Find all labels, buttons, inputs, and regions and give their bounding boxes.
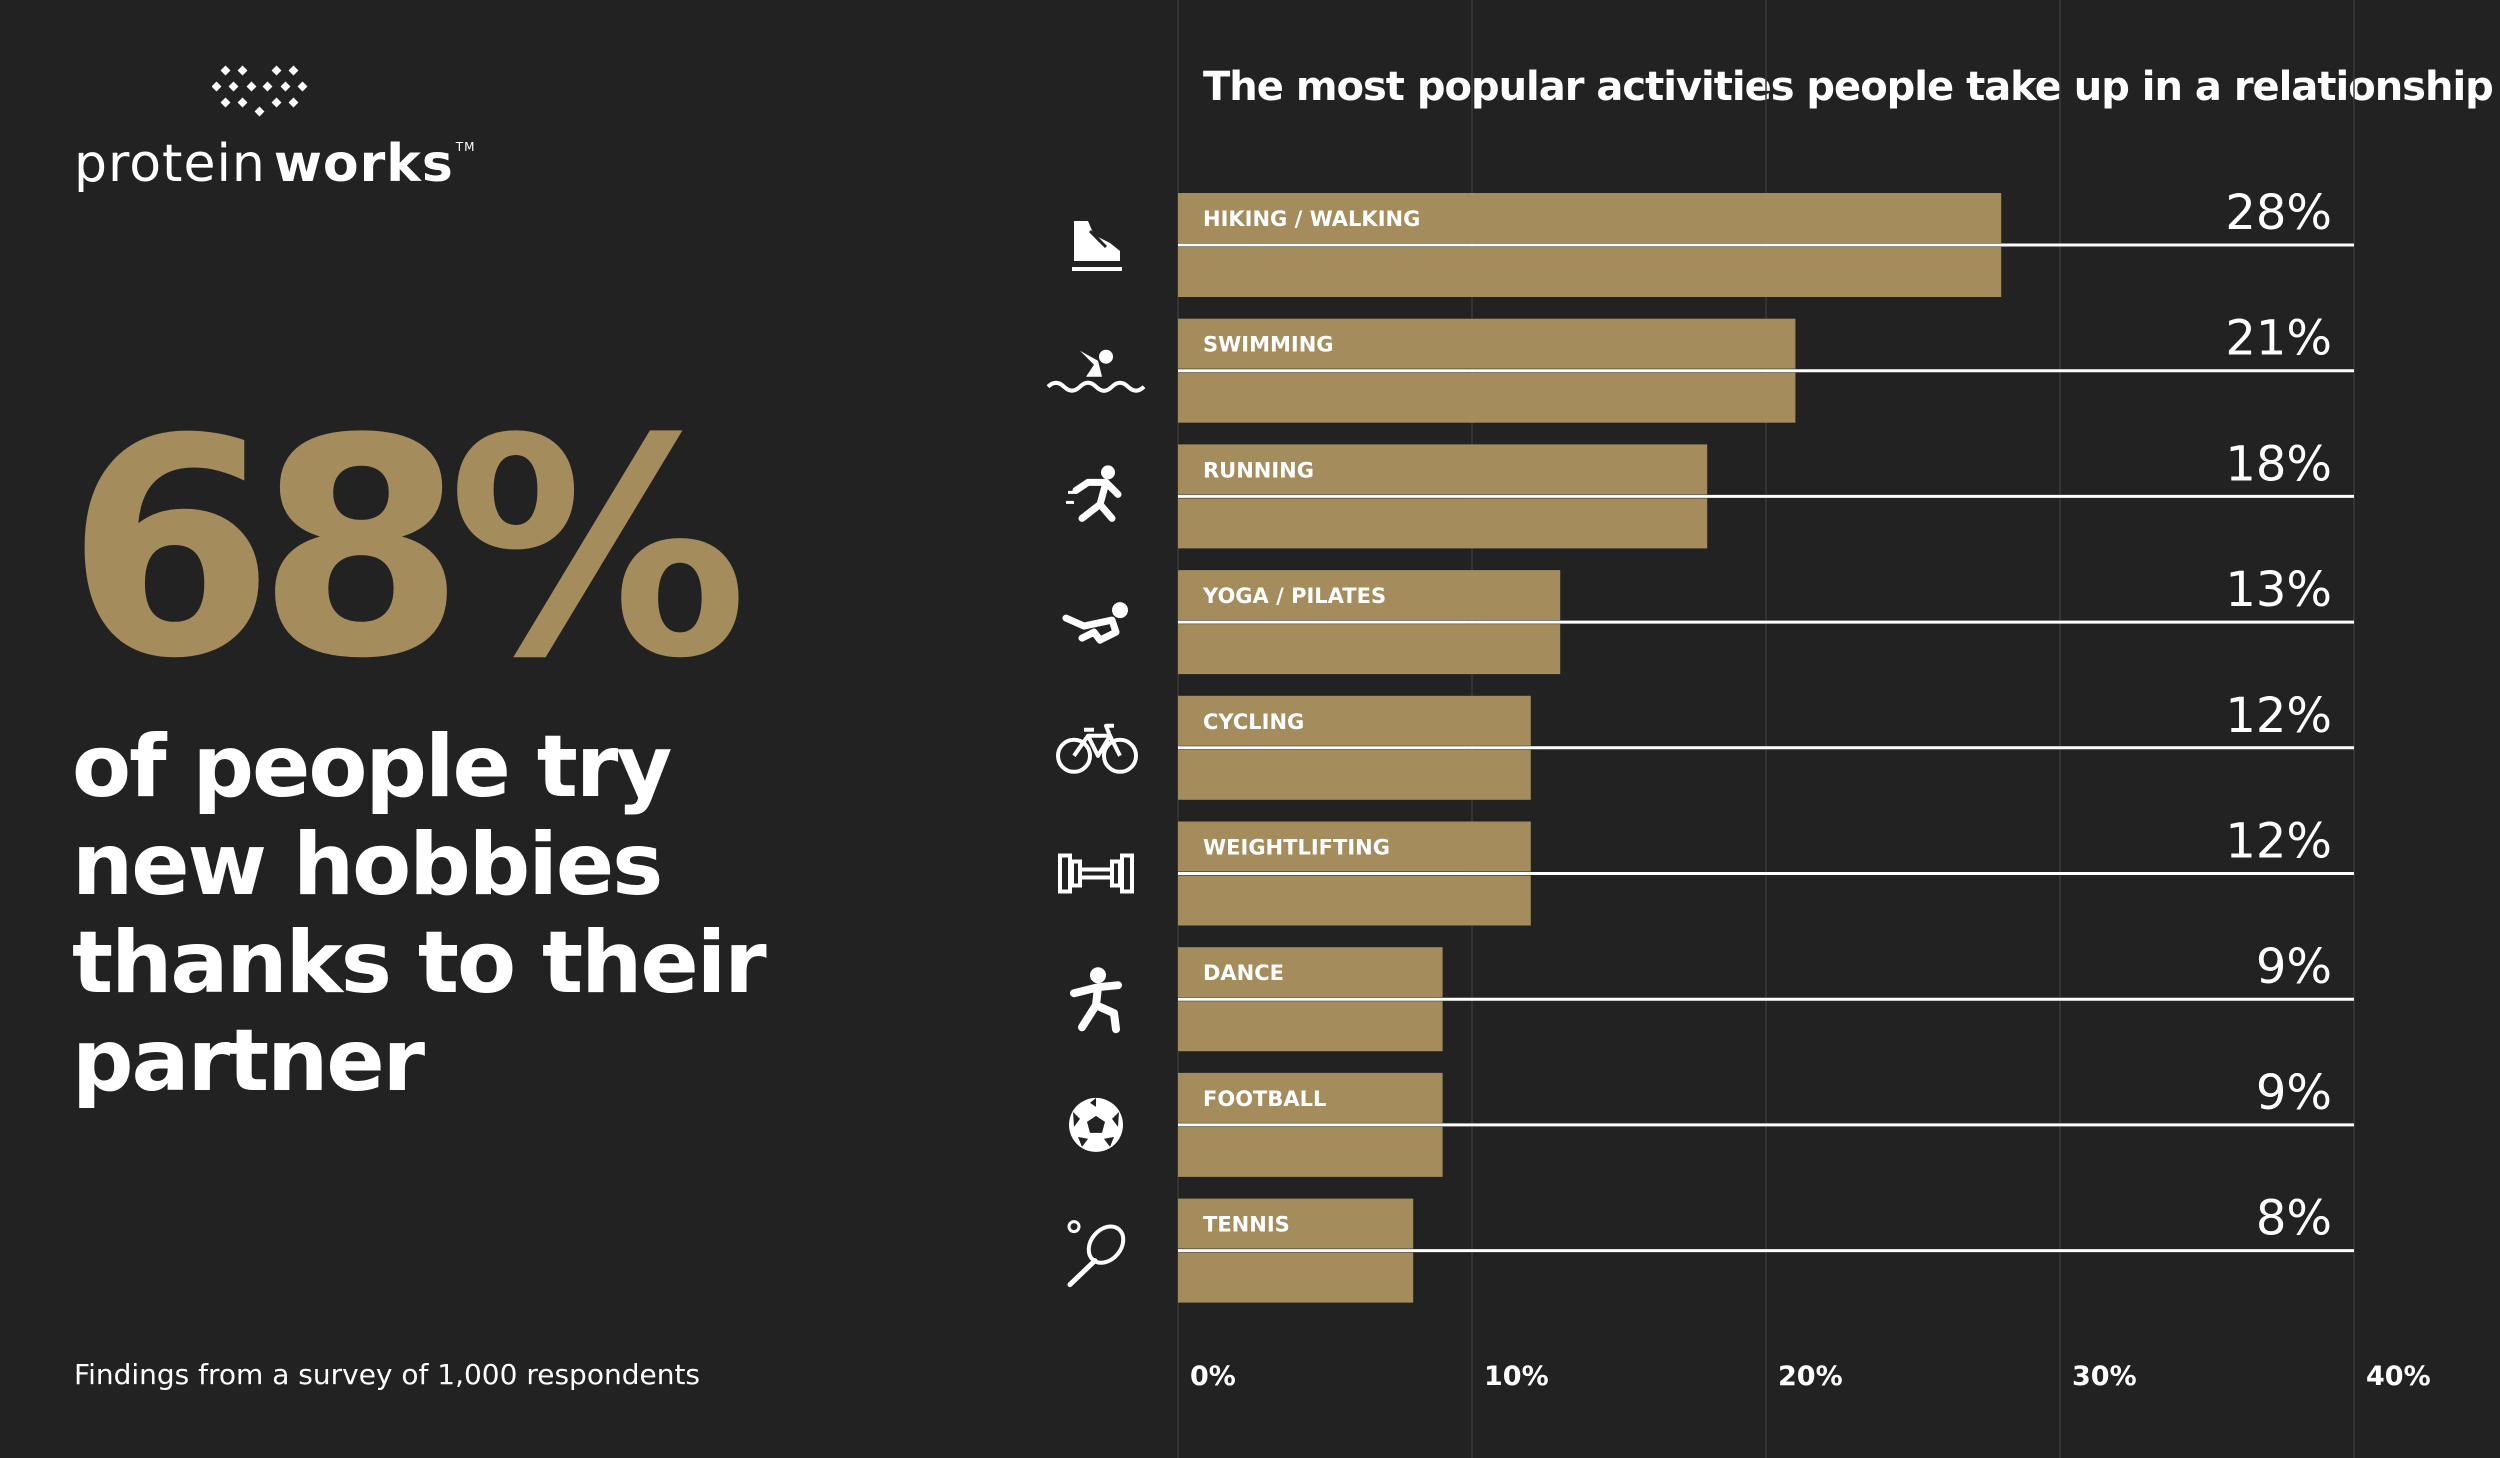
value-label: 12%: [2225, 814, 2332, 870]
headline-stat: 68%: [66, 375, 748, 724]
bar-label: HIKING / WALKING: [1203, 207, 1420, 231]
bar-lower-half: [1178, 372, 1796, 423]
bar: [1178, 695, 1531, 746]
yoga-icon: [1062, 602, 1128, 644]
headline-text: of people try new hobbies thanks to thei…: [72, 717, 767, 1111]
bar-lower-half: [1178, 498, 1708, 549]
bar-lower-half: [1178, 247, 2002, 297]
x-tick-label: 30%: [2072, 1361, 2137, 1392]
bar: [1178, 444, 1708, 495]
bar-label: SWIMMING: [1203, 333, 1334, 357]
bar: [1178, 947, 1443, 998]
bar: [1178, 1072, 1443, 1123]
bar-label: TENNIS: [1203, 1213, 1290, 1237]
value-label: 18%: [2225, 436, 2332, 492]
value-label: 12%: [2225, 688, 2332, 744]
bar: [1178, 821, 1531, 872]
swimmer-icon: [1046, 349, 1146, 393]
bar-lower-half: [1178, 1001, 1443, 1052]
value-label: 13%: [2225, 562, 2332, 618]
runner-icon: [1066, 465, 1122, 522]
bar: [1178, 318, 1796, 369]
bar-lower-half: [1178, 749, 1531, 800]
shoe-icon: [1072, 221, 1122, 271]
logo-bold-text: works: [273, 134, 454, 194]
logo-regular-text: protein: [74, 134, 266, 194]
tennis-icon: [1067, 1220, 1126, 1288]
logo-trademark: TM: [455, 140, 476, 154]
dumbbell-icon: [1058, 853, 1134, 894]
x-tick-label: 10%: [1484, 1361, 1549, 1392]
logo-wordmark: protein works TM: [74, 134, 475, 194]
logo-dots-icon: [212, 65, 308, 117]
football-icon: [1069, 1097, 1123, 1152]
bicycle-icon: [1056, 723, 1138, 774]
bar-lower-half: [1178, 875, 1531, 926]
bar: [1178, 570, 1561, 621]
bar-lower-half: [1178, 624, 1561, 675]
bar-label: YOGA / PILATES: [1202, 584, 1386, 608]
x-tick-label: 0%: [1190, 1361, 1236, 1392]
value-label: 28%: [2225, 185, 2332, 241]
bar-label: FOOTBALL: [1203, 1087, 1326, 1111]
bar-label: RUNNING: [1203, 458, 1314, 482]
value-label: 9%: [2256, 1065, 2332, 1121]
bar: [1178, 193, 2002, 243]
bar-label: DANCE: [1203, 961, 1284, 985]
x-tick-label: 20%: [1778, 1361, 1843, 1392]
survey-footnote: Findings from a survey of 1,000 responde…: [74, 1358, 701, 1391]
value-label: 9%: [2256, 939, 2332, 995]
bar-label: WEIGHTLIFTING: [1203, 836, 1390, 860]
brand-logo: protein works TM: [74, 64, 494, 204]
x-tick-label: 40%: [2366, 1361, 2431, 1392]
value-label: 8%: [2256, 1191, 2332, 1247]
bar-lower-half: [1178, 1252, 1414, 1303]
dancer-icon: [1070, 967, 1122, 1034]
value-label: 21%: [2225, 311, 2332, 367]
chart-title: The most popular activities people take …: [1203, 64, 2494, 110]
bar: [1178, 1198, 1414, 1249]
bar-lower-half: [1178, 1126, 1443, 1177]
bar-label: CYCLING: [1203, 710, 1304, 734]
